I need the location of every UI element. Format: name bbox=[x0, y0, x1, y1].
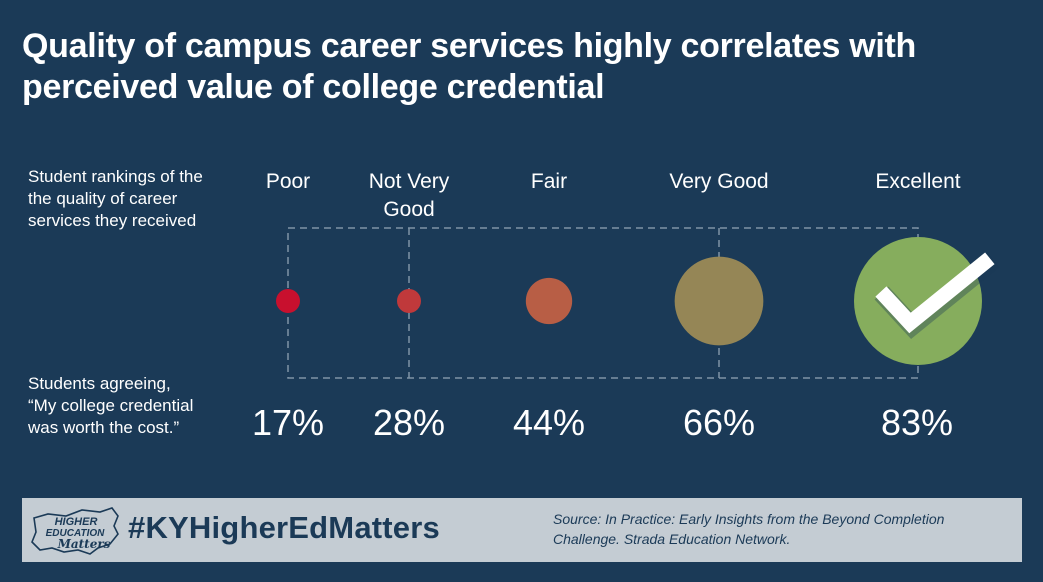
category-label: Good bbox=[383, 198, 434, 221]
svg-text:EDUCATION: EDUCATION bbox=[46, 528, 105, 539]
page-title: Quality of campus career services highly… bbox=[22, 26, 1022, 108]
chart-labels: Poor Not Very Good Fair Very Good Excellent 17… bbox=[252, 170, 961, 443]
category-label: Not Very bbox=[369, 170, 450, 193]
bubble-fair bbox=[525, 277, 573, 325]
higher-education-matters-logo: HIGHER EDUCATION Matters bbox=[31, 507, 119, 555]
checkmark-icon bbox=[875, 252, 995, 334]
hashtag: #KYHigherEdMatters bbox=[128, 510, 440, 545]
title-line-2: perceived value of college credential bbox=[22, 68, 605, 106]
rankings-label-line-3: services they received bbox=[28, 211, 197, 230]
bubble-very-good bbox=[674, 256, 764, 346]
category-label: Fair bbox=[531, 170, 567, 193]
rankings-label-line-1: Student rankings of the bbox=[28, 167, 203, 186]
value-label: 44% bbox=[513, 402, 585, 443]
svg-text:Matters: Matters bbox=[57, 537, 111, 551]
agreeing-label-line-3: was worth the cost.” bbox=[28, 418, 180, 437]
rankings-label: Student rankings of the the quality of c… bbox=[28, 166, 203, 232]
agreeing-label: Students agreeing, “My college credentia… bbox=[28, 373, 193, 439]
bubble-excellent bbox=[854, 237, 982, 365]
chart-bubbles bbox=[276, 237, 1000, 365]
bubble-poor bbox=[276, 289, 300, 313]
dashed-frame bbox=[287, 227, 919, 379]
category-label: Excellent bbox=[875, 170, 960, 193]
source-line-1: Source: In Practice: Early Insights from… bbox=[553, 511, 945, 527]
value-label: 28% bbox=[373, 402, 445, 443]
footer-banner: HIGHER EDUCATION Matters #KYHigherEdMatt… bbox=[22, 498, 1022, 562]
agreeing-label-line-1: Students agreeing, bbox=[28, 374, 171, 393]
chart-grid bbox=[287, 227, 919, 379]
category-label: Poor bbox=[266, 170, 310, 193]
bubble-not-very-good bbox=[397, 289, 421, 313]
source-citation: Source: In Practice: Early Insights from… bbox=[553, 509, 1013, 549]
agreeing-label-line-2: “My college credential bbox=[28, 396, 194, 415]
value-label: 83% bbox=[881, 402, 953, 443]
svg-text:HIGHER: HIGHER bbox=[55, 516, 98, 528]
source-line-2: Challenge. Strada Education Network. bbox=[553, 531, 791, 547]
rankings-label-line-2: the quality of career bbox=[28, 189, 178, 208]
category-label: Very Good bbox=[669, 170, 768, 193]
value-label: 17% bbox=[252, 402, 324, 443]
value-label: 66% bbox=[683, 402, 755, 443]
title-line-1: Quality of campus career services highly… bbox=[22, 27, 917, 65]
